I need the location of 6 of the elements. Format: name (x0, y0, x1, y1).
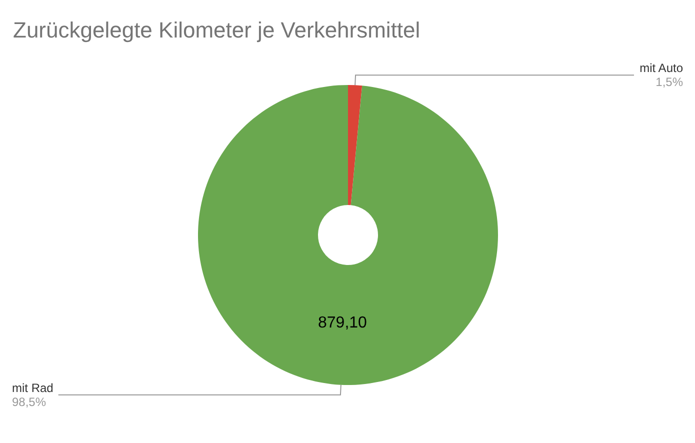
chart-title: Zurückgelegte Kilometer je Verkehrsmittel (13, 18, 420, 42)
text: 879,10 (318, 314, 368, 332)
slice-label: mit Auto (640, 61, 684, 76)
slice-label: mit Rad (12, 380, 54, 395)
data-label: 98,5% (12, 394, 46, 409)
data-label: 1,5% (656, 75, 684, 90)
